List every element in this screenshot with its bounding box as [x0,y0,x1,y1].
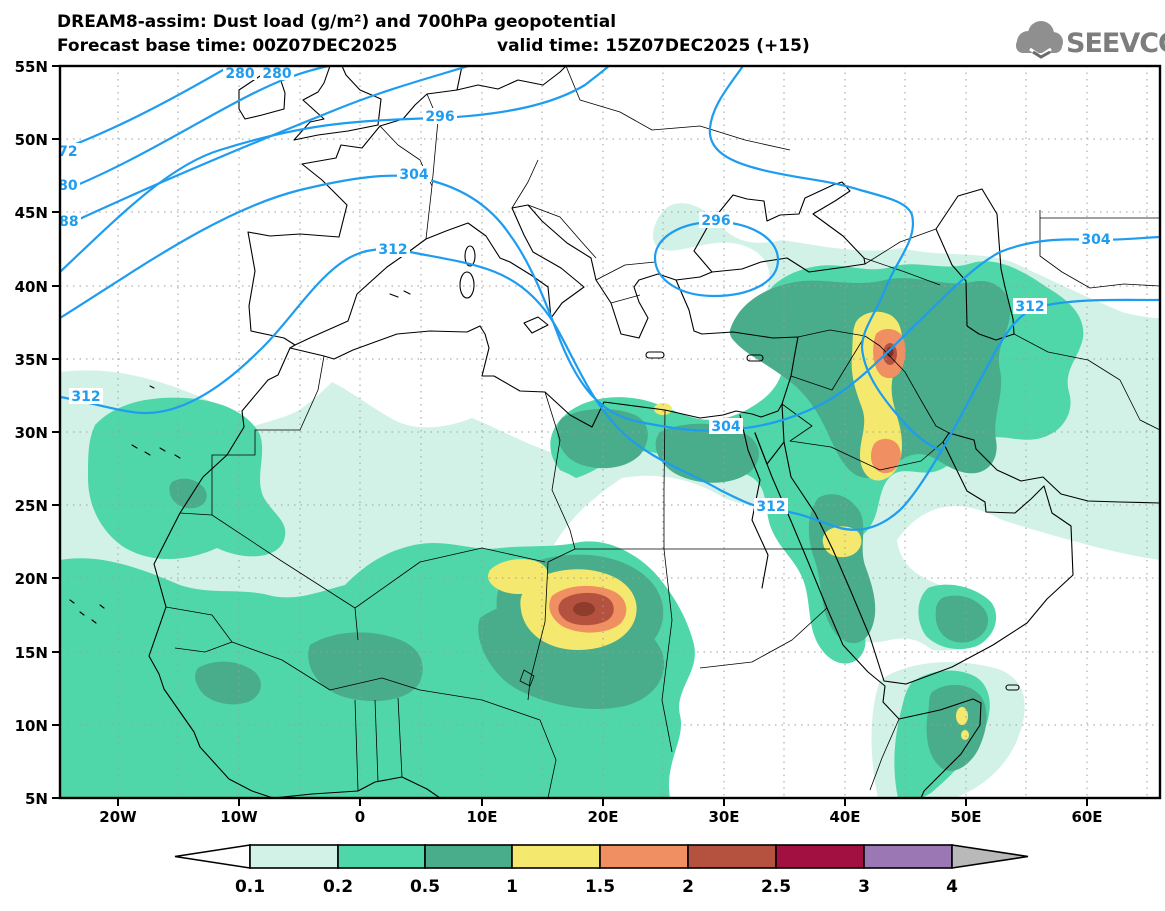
svg-text:40N: 40N [15,278,48,296]
colorbar-underflow-arrow [174,844,251,869]
svg-text:30E: 30E [708,808,739,826]
lon-axis-labels: 20W 10W 0 10E 20E 30E 40E 50E 60E [99,808,1102,826]
svg-text:4: 4 [946,877,958,897]
geopotential-contours [60,66,1160,531]
svg-text:296: 296 [425,109,454,125]
svg-text:20N: 20N [15,570,48,588]
svg-text:25N: 25N [15,497,48,515]
svg-text:312: 312 [1015,299,1044,315]
svg-text:0: 0 [355,808,365,826]
svg-text:20E: 20E [587,808,618,826]
svg-text:280: 280 [225,66,254,82]
svg-text:1: 1 [506,877,518,897]
svg-text:272: 272 [48,144,77,160]
svg-text:30N: 30N [15,424,48,442]
svg-text:20W: 20W [99,808,137,826]
dust-core-chad [573,602,595,616]
country-borders [165,66,1160,798]
colorbar-labels: 0.1 0.2 0.5 1 1.5 2 2.5 3 4 [235,877,958,897]
svg-text:312: 312 [378,242,407,258]
svg-text:10E: 10E [466,808,497,826]
svg-text:296: 296 [701,213,730,229]
svg-text:60E: 60E [1071,808,1102,826]
svg-text:3: 3 [858,877,870,897]
svg-text:35N: 35N [15,351,48,369]
cloud-icon [1016,21,1063,59]
seevccc-logo: SEEVCCC [1016,21,1165,59]
valid-time: valid time: 15Z07DEC2025 (+15) [497,36,810,56]
svg-text:304: 304 [399,167,428,183]
colorbar: 0.1 0.2 0.5 1 1.5 2 2.5 3 4 [174,844,1029,897]
svg-text:45N: 45N [15,204,48,222]
svg-text:312: 312 [756,499,785,515]
contour-labels: 272 280 288 280 280 296 304 312 312 296 … [48,66,1113,515]
svg-text:0.1: 0.1 [235,877,265,897]
svg-text:5N: 5N [25,790,48,808]
svg-text:304: 304 [1081,232,1110,248]
svg-text:280: 280 [48,178,77,194]
svg-text:40E: 40E [829,808,860,826]
svg-text:312: 312 [71,389,100,405]
svg-text:304: 304 [711,419,740,435]
svg-text:280: 280 [262,66,291,82]
svg-text:50E: 50E [950,808,981,826]
svg-text:0.5: 0.5 [410,877,440,897]
svg-text:15N: 15N [15,644,48,662]
forecast-base-time: Forecast base time: 00Z07DEC2025 [57,36,398,56]
page-title: DREAM8-assim: Dust load (g/m²) and 700hP… [57,12,616,32]
svg-text:2: 2 [682,877,694,897]
colorbar-overflow-arrow [951,844,1029,869]
svg-text:0.2: 0.2 [323,877,353,897]
svg-text:50N: 50N [15,131,48,149]
svg-text:288: 288 [49,214,78,230]
svg-text:10W: 10W [220,808,258,826]
svg-text:2.5: 2.5 [761,877,791,897]
logo-text: SEEVCCC [1066,28,1165,59]
lat-axis-labels: 55N 50N 45N 40N 35N 30N 25N 20N 15N 10N … [15,58,48,808]
axis-ticks [52,65,1088,806]
svg-text:1.5: 1.5 [585,877,615,897]
svg-text:10N: 10N [15,717,48,735]
svg-text:55N: 55N [15,58,48,76]
